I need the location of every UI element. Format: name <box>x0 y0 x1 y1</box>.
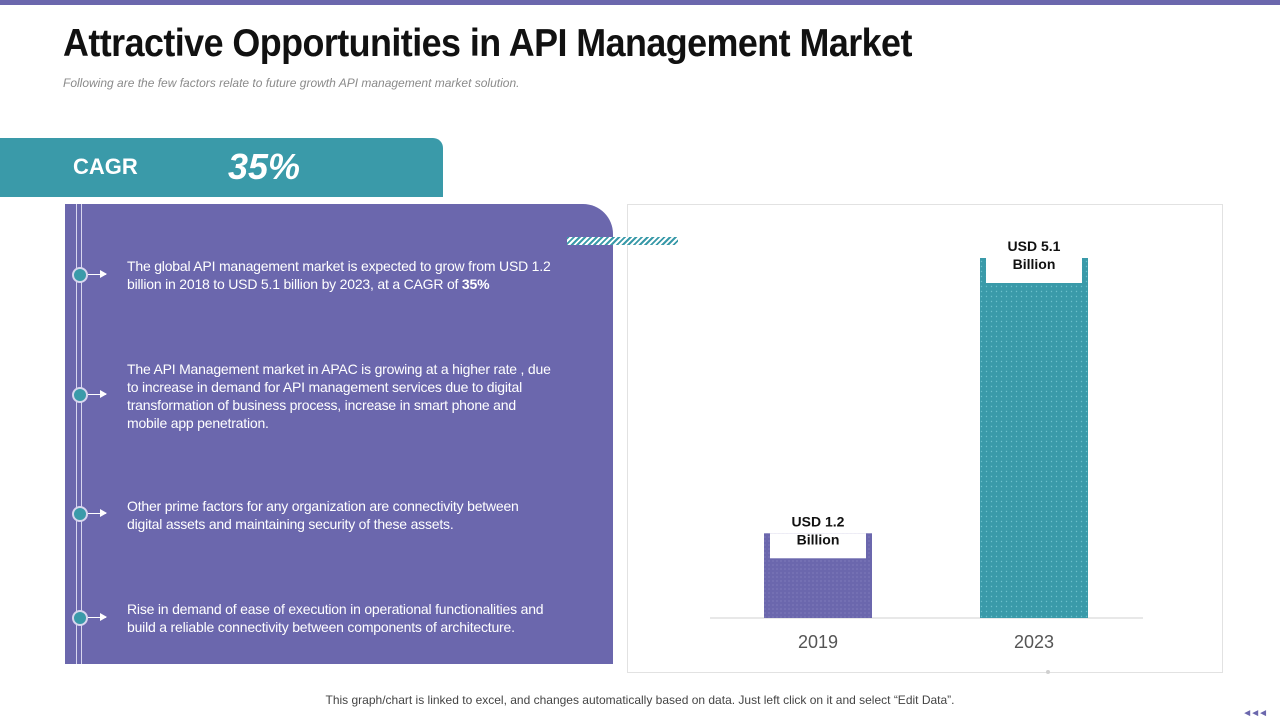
timeline-node <box>72 610 88 626</box>
arrow-right-icon <box>88 390 107 398</box>
cagr-label: CAGR <box>73 154 138 179</box>
slide-subtitle: Following are the few factors relate to … <box>63 76 520 90</box>
frame-dot <box>1046 670 1050 674</box>
cagr-value: 35% <box>228 146 301 187</box>
timeline-node <box>72 506 88 522</box>
cagr-banner <box>0 138 443 197</box>
data-label-2019-line1: USD 1.2 <box>792 513 845 529</box>
factors-panel <box>65 204 613 664</box>
slide-title: Attractive Opportunities in API Manageme… <box>63 22 912 65</box>
timeline-node <box>72 267 88 283</box>
bar-2023[interactable] <box>980 258 1088 618</box>
data-label-2023-line2: Billion <box>1013 256 1056 272</box>
factor-point-1: The global API management market is expe… <box>127 257 557 293</box>
factor-point-3: Other prime factors for any organization… <box>127 498 519 532</box>
nav-back-icon[interactable]: ◄◄◄ <box>1242 708 1268 719</box>
top-accent-bar <box>0 0 1280 5</box>
arrow-right-icon <box>88 270 107 278</box>
data-label-2023-line1: USD 5.1 <box>1008 238 1061 254</box>
bar-label-notch <box>770 533 866 559</box>
data-label-2019-line2: Billion <box>797 531 840 547</box>
factor-point-4: Rise in demand of ease of execution in o… <box>127 601 544 635</box>
x-tick-2019: 2019 <box>798 632 838 652</box>
timeline-line <box>76 204 82 664</box>
chart-frame[interactable] <box>627 204 1223 673</box>
arrow-right-icon <box>88 613 107 621</box>
factor-point-1-highlight: 35% <box>461 276 490 292</box>
factor-point-2: The API Management market in APAC is gro… <box>127 361 551 431</box>
timeline-node <box>72 387 88 403</box>
decorative-hatch <box>567 237 678 245</box>
bar-label-notch <box>986 258 1082 283</box>
factor-point-1-text: The global API management market is expe… <box>127 258 551 292</box>
footer-note: This graph/chart is linked to excel, and… <box>325 693 955 707</box>
x-tick-2023: 2023 <box>1014 632 1054 652</box>
arrow-right-icon <box>88 509 107 517</box>
